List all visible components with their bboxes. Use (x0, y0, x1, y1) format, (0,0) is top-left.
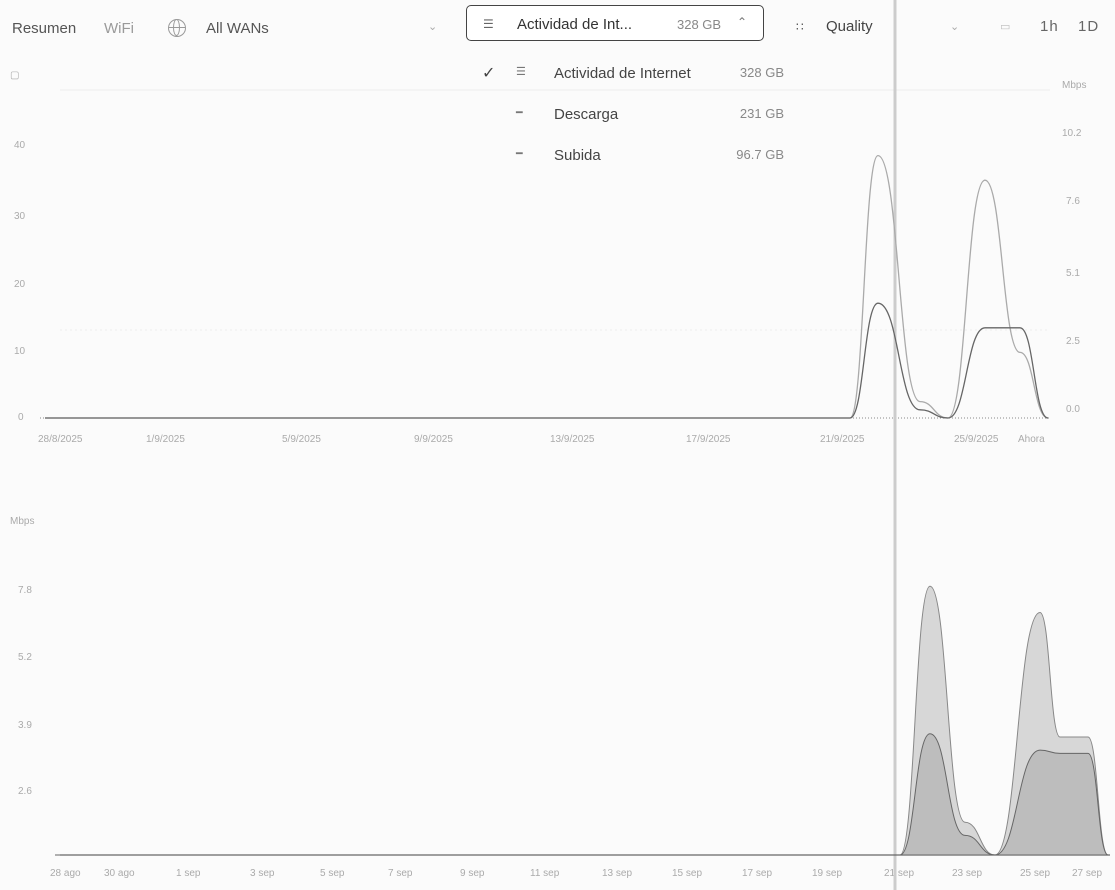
tick-label: 0 (18, 412, 24, 423)
tick-label: 23 sep (952, 868, 983, 879)
menu-item-value: 328 GB (739, 65, 784, 80)
tick-label: 5.2 (18, 652, 32, 663)
tick-label: 30 (14, 211, 26, 222)
menu-item-label: Descarga (554, 106, 619, 123)
tick-label: 15 sep (672, 868, 703, 879)
quality-icon: ∷ (796, 20, 804, 34)
top-bar: Resumen WiFi All WANs ⌄ ☰ Actividad de I… (0, 0, 1115, 52)
range-1d[interactable]: 1D (1078, 18, 1100, 35)
tick-label: 2.6 (18, 786, 32, 797)
tick-label: 5.1 (1066, 268, 1080, 279)
unit-label: Mbps (1062, 80, 1087, 91)
tick-label: 13 sep (602, 868, 633, 879)
tick-label: 9/9/2025 (414, 434, 453, 445)
tick-label: 3 sep (250, 868, 275, 879)
menu-item-actividad[interactable]: ✓ ☰ Actividad de Internet 328 GB (470, 58, 790, 94)
tick-label: 1/9/2025 (146, 434, 185, 445)
tick-label: 9 sep (460, 868, 485, 879)
tick-label: 10 (14, 346, 26, 357)
tick-label: 3.9 (18, 720, 32, 731)
series-line-descarga (45, 302, 1049, 419)
tab-wifi[interactable]: WiFi (104, 20, 134, 37)
tick-label: 25 sep (1020, 868, 1051, 879)
tick-label: 28 ago (50, 868, 81, 879)
tick-label: 7.8 (18, 585, 32, 596)
chevron-down-icon[interactable]: ⌄ (950, 21, 960, 33)
tick-label: 11 sep (530, 868, 560, 879)
chart-icon: ▢ (10, 70, 20, 81)
metric-dropdown-value: 328 GB (677, 17, 722, 32)
lines-icon: ☰ (516, 66, 526, 78)
globe-icon (168, 19, 186, 37)
unit-label: Mbps (10, 516, 35, 527)
series-line-actividad (45, 154, 1049, 419)
tick-label: 21/9/2025 (820, 434, 865, 445)
tick-label: 17/9/2025 (686, 434, 731, 445)
tick-label: 25/9/2025 (954, 434, 999, 445)
menu-item-value: 96.7 GB (736, 147, 784, 162)
tick-label: 28/8/2025 (38, 434, 83, 445)
line-icon: ━ (516, 148, 523, 160)
tick-label: Ahora (1018, 434, 1045, 445)
tick-label: 0.0 (1066, 404, 1080, 415)
tick-label: 13/9/2025 (550, 434, 595, 445)
menu-item-descarga[interactable]: ━ Descarga 231 GB (470, 99, 790, 135)
menu-item-subida[interactable]: ━ Subida 96.7 GB (470, 140, 790, 176)
menu-item-label: Subida (554, 147, 601, 164)
tick-label: 40 (14, 140, 26, 151)
tick-label: 27 sep (1072, 868, 1103, 879)
range-1h[interactable]: 1h (1040, 18, 1059, 35)
tick-label: 7.6 (1066, 196, 1080, 207)
quality-selector[interactable]: Quality (826, 18, 873, 35)
series-area-subida (55, 733, 1109, 856)
metric-dropdown[interactable]: ☰ Actividad de Int... 328 GB ⌃ (466, 5, 764, 41)
tick-label: 21 sep (884, 868, 915, 879)
tick-label: 5/9/2025 (282, 434, 321, 445)
tick-label: 7 sep (388, 868, 413, 879)
chevron-up-icon: ⌃ (737, 15, 748, 29)
tick-label: 20 (14, 279, 26, 290)
wan-selector[interactable]: All WANs (206, 20, 269, 37)
tick-label: 1 sep (176, 868, 201, 879)
check-icon: ✓ (482, 65, 496, 82)
calendar-icon[interactable]: ▭ (1000, 21, 1012, 33)
chevron-down-icon[interactable]: ⌄ (428, 21, 438, 33)
tick-label: 10.2 (1062, 128, 1082, 139)
lines-icon: ☰ (483, 17, 494, 31)
metric-dropdown-label: Actividad de Int... (517, 16, 633, 33)
tick-label: 5 sep (320, 868, 345, 879)
tab-resumen[interactable]: Resumen (12, 20, 77, 37)
line-icon: ━ (516, 107, 523, 119)
menu-item-value: 231 GB (739, 106, 784, 121)
tick-label: 30 ago (104, 868, 135, 879)
tick-label: 2.5 (1066, 336, 1080, 347)
menu-item-label: Actividad de Internet (554, 65, 691, 82)
tick-label: 19 sep (812, 868, 843, 879)
tick-label: 17 sep (742, 868, 773, 879)
metric-dropdown-menu: ✓ ☰ Actividad de Internet 328 GB ━ Desca… (470, 52, 790, 172)
